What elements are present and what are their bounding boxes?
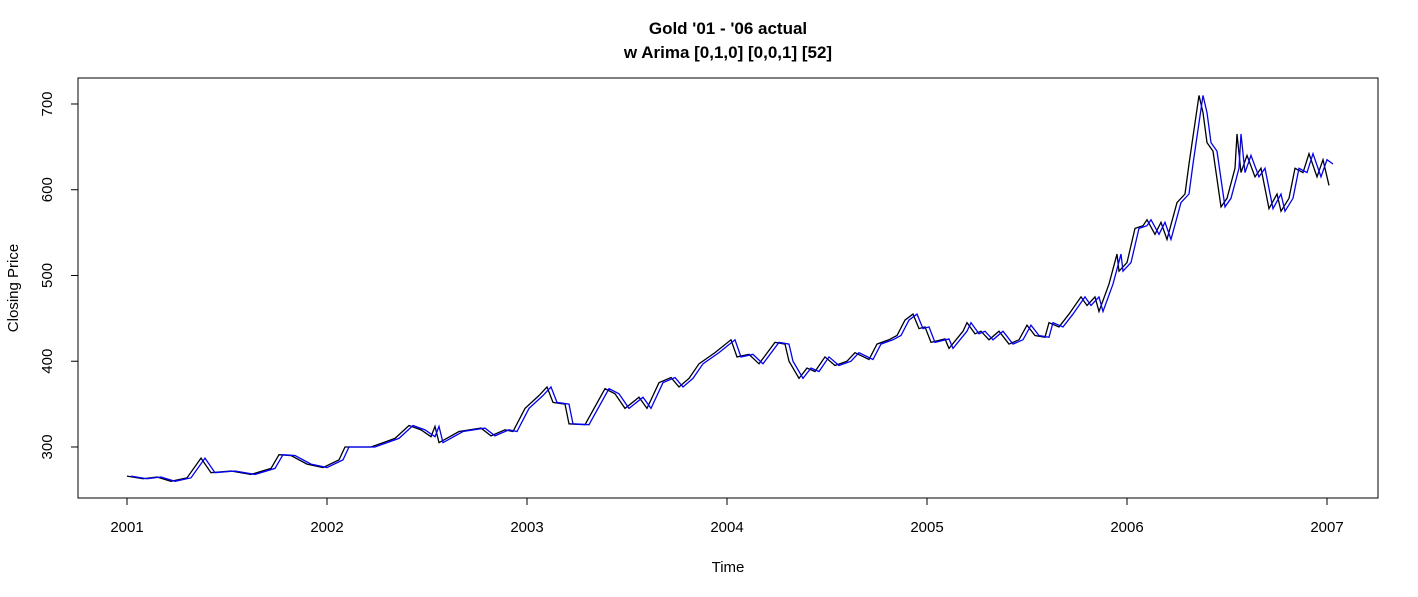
y-tick-label: 300 xyxy=(39,434,56,459)
x-tick-label: 2007 xyxy=(1310,519,1343,536)
x-tick-label: 2006 xyxy=(1110,519,1143,536)
x-tick-label: 2005 xyxy=(910,519,943,536)
y-tick-label: 500 xyxy=(39,263,56,288)
price-line xyxy=(126,95,1330,482)
plot-box xyxy=(77,77,1379,499)
x-tick-label: 2001 xyxy=(110,519,143,536)
y-tick-label: 600 xyxy=(39,177,56,202)
chart-subtitle: w Arima [0,1,0] [0,0,1] [52] xyxy=(623,43,832,62)
y-axis-label: Closing Price xyxy=(5,244,22,332)
x-axis-label: Time xyxy=(712,559,745,576)
y-tick-label: 700 xyxy=(39,91,56,116)
y-tick-label: 400 xyxy=(39,349,56,374)
x-tick-label: 2003 xyxy=(510,519,543,536)
chart-title: Gold '01 - '06 actual xyxy=(649,19,807,38)
x-tick-label: 2002 xyxy=(310,519,343,536)
price-line xyxy=(130,95,1334,482)
x-tick-label: 2004 xyxy=(710,519,743,536)
